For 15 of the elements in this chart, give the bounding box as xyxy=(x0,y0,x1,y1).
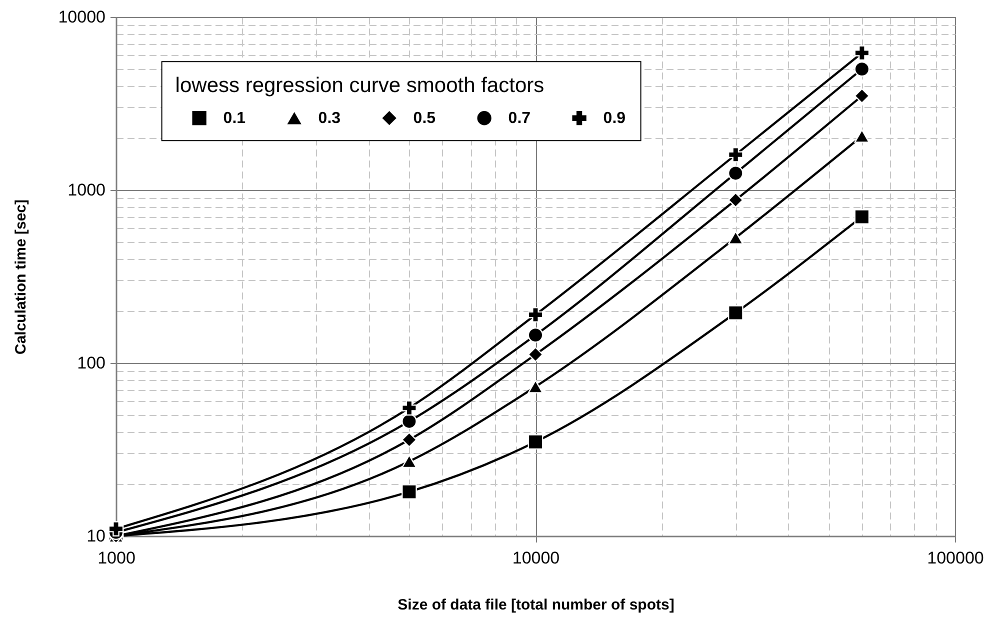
y-tick-label: 10 xyxy=(86,526,106,546)
legend-title: lowess regression curve smooth factors xyxy=(175,74,544,98)
x-tick-label: 10000 xyxy=(512,548,560,568)
x-axis-title: Size of data file [total number of spots] xyxy=(398,596,674,614)
legend-label: 0.1 xyxy=(223,110,246,128)
legend-label: 0.9 xyxy=(603,110,626,128)
legend-label: 0.5 xyxy=(413,110,436,128)
y-tick-label: 100 xyxy=(77,354,106,372)
y-tick-label: 1000 xyxy=(68,180,106,200)
x-tick-label: 1000 xyxy=(98,548,136,568)
legend-label: 0.3 xyxy=(318,110,341,128)
x-tick-label: 100000 xyxy=(927,548,984,568)
legend-label: 0.7 xyxy=(508,110,531,128)
y-tick-label: 10000 xyxy=(58,8,106,26)
y-axis-title: Calculation time [sec] xyxy=(12,199,30,355)
